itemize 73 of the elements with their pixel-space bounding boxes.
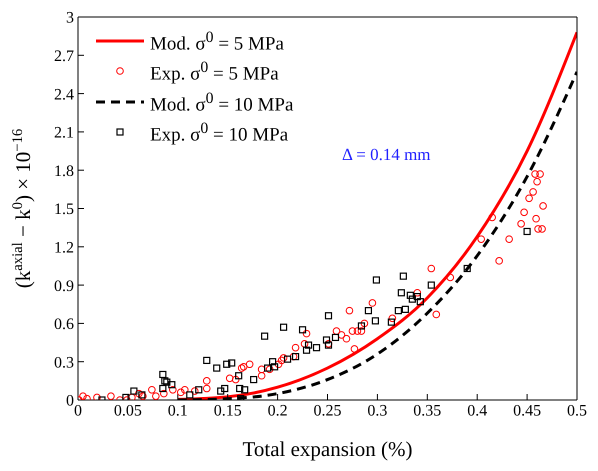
x-tick-label: 0.25 [314, 402, 342, 420]
x-tick-label: 0.15 [214, 402, 242, 420]
legend-label: Mod. σ$^{0}$ = 10 MPa [150, 88, 294, 117]
point [261, 332, 268, 340]
legend-label: Mod. σ$^{0}$ = 5 MPa [150, 28, 284, 56]
x-tick-label: 0.5 [567, 402, 587, 420]
y-tick-label: 1.2 [54, 239, 74, 256]
point [235, 372, 242, 380]
point [213, 364, 220, 372]
y-tick-label: 0.6 [54, 316, 74, 334]
point [402, 306, 409, 313]
point [228, 359, 236, 367]
point [217, 387, 224, 395]
point [186, 391, 194, 398]
point [236, 384, 244, 392]
point [250, 376, 258, 384]
point [161, 377, 168, 384]
point [332, 334, 340, 342]
point [408, 296, 416, 303]
point [416, 298, 424, 306]
x-tick-label: 0.4 [467, 402, 488, 420]
point [168, 381, 176, 388]
point [163, 378, 170, 386]
y-tick-label: 3 [66, 10, 74, 27]
point [312, 344, 320, 352]
x-tick-label: 0.35 [413, 402, 442, 420]
point [406, 292, 414, 299]
y-tick-label: 2.1 [54, 124, 74, 142]
point [221, 384, 228, 392]
point [271, 363, 278, 370]
x-tick-label: 0.05 [114, 402, 142, 420]
point [159, 384, 166, 392]
point [159, 370, 166, 378]
y-tick-label: 1.5 [54, 201, 74, 218]
point [241, 386, 248, 394]
x-tick-label: 0.3 [367, 402, 388, 420]
point [428, 282, 435, 289]
x-tick-label: 0.2 [268, 402, 288, 420]
point [414, 292, 421, 300]
point [372, 317, 380, 324]
x-axis-title: Total expansion (%) [242, 437, 412, 461]
point [302, 346, 310, 354]
x-tick-label: 0.1 [168, 402, 188, 420]
x-tick-label: 0.45 [513, 402, 542, 420]
point [298, 326, 306, 334]
y-tick-label: 0.3 [54, 354, 74, 372]
point [269, 358, 276, 366]
y-tick-label: 2.7 [54, 48, 74, 65]
point [372, 276, 380, 284]
y-tick-label: 0.9 [54, 278, 74, 295]
point [524, 228, 531, 236]
point [280, 324, 288, 331]
point [304, 342, 312, 349]
point [122, 394, 130, 400]
legend-label: Exp. σ$^{0}$ = 5 MPa [150, 58, 279, 87]
point [464, 264, 471, 272]
point [195, 386, 202, 394]
point [322, 336, 330, 344]
point [364, 307, 372, 314]
y-tick-label: 2.4 [54, 86, 74, 104]
point [284, 356, 292, 363]
point [388, 318, 395, 326]
point [203, 356, 210, 364]
point [358, 322, 366, 330]
point [400, 272, 407, 280]
y-tick-label: 1.8 [54, 162, 74, 180]
annotation: Δ = 0.14 mm [342, 145, 431, 165]
point [223, 360, 230, 368]
point [324, 312, 332, 320]
point [130, 387, 138, 395]
point [394, 307, 402, 314]
legend-label: Exp. σ$^{0}$ = 10 MPa [150, 118, 288, 148]
point [398, 289, 405, 296]
